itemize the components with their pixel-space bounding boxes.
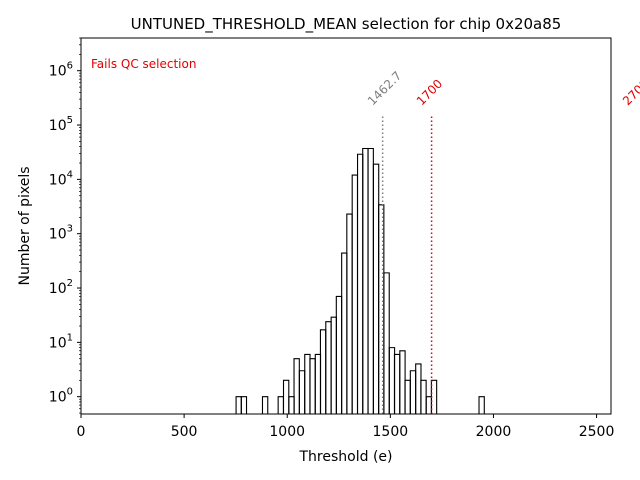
x-tick-label: 1000: [269, 424, 305, 440]
chart-title: UNTUNED_THRESHOLD_MEAN selection for chi…: [131, 15, 562, 34]
y-axis-label: Number of pixels: [17, 166, 33, 285]
x-tick-label: 500: [171, 424, 198, 440]
histogram-bar: [478, 396, 485, 414]
y-tick-label: 100: [49, 387, 73, 406]
histogram-bar: [240, 396, 248, 414]
plot-area: [235, 115, 485, 414]
y-tick-label: 104: [49, 169, 73, 188]
y-tick-label: 106: [49, 61, 73, 80]
y-tick-label: 105: [49, 115, 73, 134]
x-axis: 0 500 1000 1500 2000 2500: [77, 414, 615, 440]
histogram-bar: [383, 272, 390, 414]
x-tick-label: 2000: [476, 424, 512, 440]
axes-frame: [80, 37, 612, 415]
fails-qc-annotation: Fails QC selection: [91, 57, 196, 71]
y-tick-label: 102: [49, 278, 73, 297]
x-axis-label: Threshold (e): [299, 449, 393, 465]
y-axis: 100 101 102 103 104 105 106: [49, 37, 81, 414]
y-tick-label: 101: [49, 332, 73, 351]
histogram-bar: [261, 396, 269, 414]
y-tick-label: 103: [49, 224, 73, 243]
x-tick-label: 1500: [373, 424, 409, 440]
x-tick-label: 0: [77, 424, 86, 440]
x-tick-label: 2500: [579, 424, 615, 440]
